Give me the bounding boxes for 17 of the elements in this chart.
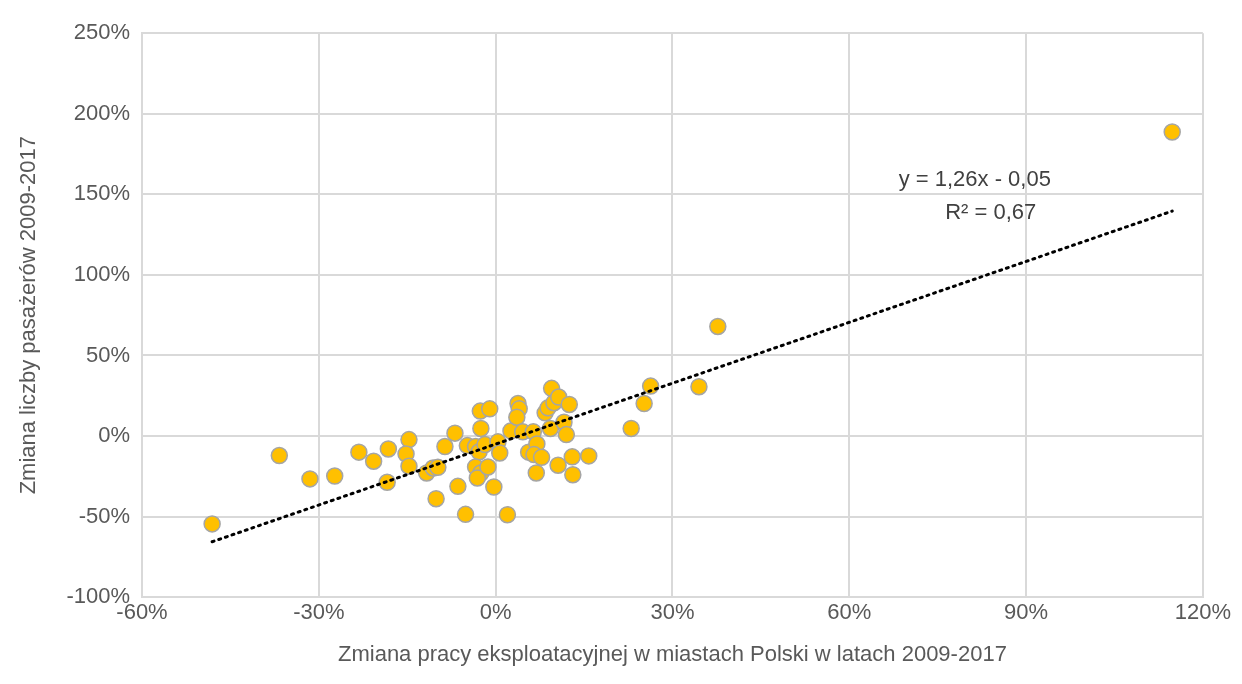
x-tick-label: 30% bbox=[650, 599, 695, 625]
y-axis-title: Zmiana liczby pasażerów 2009-2017 bbox=[15, 136, 41, 495]
y-tick-label: 150% bbox=[73, 180, 130, 206]
y-tick-label: 250% bbox=[73, 19, 130, 45]
y-tick-label: 200% bbox=[73, 99, 130, 125]
x-tick-label: 120% bbox=[1174, 599, 1232, 625]
y-tick-label: -50% bbox=[78, 502, 130, 528]
x-tick-label: -30% bbox=[293, 599, 345, 625]
x-tick-label: 60% bbox=[827, 599, 872, 625]
annotation: R² = 0,67 bbox=[945, 198, 1037, 224]
x-tick-label: 90% bbox=[1004, 599, 1049, 625]
x-tick-label: 0% bbox=[479, 599, 512, 625]
x-axis-title: Zmiana pracy eksploatacyjnej w miastach Polski w latach 2009-2017 bbox=[337, 640, 1007, 666]
y-tick-label: 50% bbox=[85, 341, 130, 367]
y-tick-label: 100% bbox=[73, 260, 130, 286]
y-tick-label: 0% bbox=[98, 422, 130, 448]
annotation: y = 1,26x - 0,05 bbox=[898, 165, 1051, 191]
